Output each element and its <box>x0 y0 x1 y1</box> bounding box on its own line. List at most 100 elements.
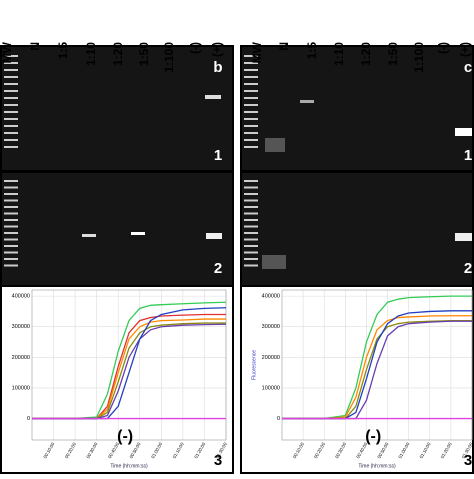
plot-frame <box>281 289 473 441</box>
ladder-band <box>4 146 18 148</box>
lane-label: 1:20 <box>359 42 373 66</box>
ladder-band <box>244 186 258 189</box>
ladder-band <box>244 258 258 260</box>
ladder-band <box>244 62 258 64</box>
ladder-band <box>244 90 258 92</box>
ladder-band <box>244 193 258 195</box>
ladder-band <box>244 238 258 241</box>
ladder-band <box>244 139 258 141</box>
ladder-band <box>4 212 18 215</box>
x-axis-label: Time (hh:mm:ss) <box>358 463 396 469</box>
ladder-band <box>4 111 18 113</box>
ladder-band <box>244 97 258 99</box>
ladder-band <box>244 76 258 78</box>
ladder-band <box>244 118 258 120</box>
band <box>265 138 285 152</box>
ladder-band <box>4 264 18 267</box>
ladder-band <box>4 97 18 99</box>
lane-label: (-) <box>188 42 202 54</box>
panel-number: 2 <box>214 260 222 277</box>
ladder-band <box>244 219 258 221</box>
ladder-band <box>244 69 258 71</box>
ladder-band <box>4 132 18 134</box>
y-tick-label: 300000 <box>262 324 280 330</box>
y-tick-label: 200000 <box>12 355 30 361</box>
lane-label: (-) <box>436 42 450 54</box>
ladder-band <box>244 125 258 127</box>
lane-label: 1:10 <box>84 42 98 66</box>
ladder-band <box>4 245 18 247</box>
ladder-band <box>244 180 258 182</box>
band <box>131 232 145 235</box>
panel-number: 1 <box>464 147 472 164</box>
plot-bg <box>2 287 232 472</box>
ladder-band <box>4 139 18 141</box>
ladder-band <box>4 125 18 127</box>
ladder-band <box>4 90 18 92</box>
plot-frame <box>31 289 227 441</box>
x-axis-label: Time (hh:mm:ss) <box>110 463 148 469</box>
lane-label: N <box>28 42 42 51</box>
y-tick-label: 200000 <box>262 355 280 361</box>
panel-number: 2 <box>464 260 472 277</box>
y-tick-label: 400000 <box>12 294 30 300</box>
ladder-band <box>4 62 18 64</box>
lane-label: 1:10 <box>332 42 346 66</box>
band <box>205 95 221 99</box>
panel-letter: c <box>464 59 472 76</box>
ladder-band <box>4 83 18 85</box>
ladder-band <box>4 186 18 189</box>
plot-bg <box>242 287 472 472</box>
lane-label: (+) <box>458 42 472 57</box>
panel-number: 3 <box>214 452 222 469</box>
gel <box>2 173 232 285</box>
band <box>455 128 472 136</box>
ladder-band <box>244 206 258 208</box>
ladder-band <box>4 180 18 182</box>
panel-number: 1 <box>214 147 222 164</box>
band <box>455 233 472 241</box>
negative-label: (-) <box>117 428 133 445</box>
ladder-band <box>4 118 18 120</box>
panel-number: 3 <box>464 452 472 469</box>
y-tick-label: 100000 <box>262 385 280 391</box>
ladder-band <box>4 251 18 254</box>
ladder-band <box>244 146 258 148</box>
ladder-band <box>4 225 18 228</box>
ladder-band <box>4 219 18 221</box>
ladder-band <box>244 232 258 234</box>
lane-label: (+) <box>210 42 224 57</box>
ladder-band <box>244 245 258 247</box>
ladder-band <box>4 206 18 208</box>
ladder-band <box>244 199 258 202</box>
ladder-band <box>4 69 18 71</box>
lane-label: 1:20 <box>111 42 125 66</box>
lane-label: 1:100 <box>412 42 426 73</box>
ladder-band <box>244 132 258 134</box>
negative-label: (-) <box>365 428 381 445</box>
panel-letter: b <box>213 59 222 76</box>
lane-label: 1:50 <box>137 42 151 66</box>
ladder-band <box>4 55 18 57</box>
ladder-band <box>4 199 18 202</box>
y-tick-label: 0 <box>27 416 30 422</box>
ladder-band <box>244 55 258 57</box>
ladder-band <box>4 76 18 78</box>
band <box>206 233 222 239</box>
y-tick-label: 300000 <box>12 324 30 330</box>
y-axis-label: Fluorescence <box>251 350 257 380</box>
y-tick-label: 400000 <box>262 294 280 300</box>
lane-label: 1:50 <box>386 42 400 66</box>
gel <box>2 47 232 170</box>
ladder-band <box>4 238 18 241</box>
ladder-band <box>4 193 18 195</box>
lane-label: N <box>277 42 291 51</box>
lane-label: 1:5 <box>56 42 70 60</box>
ladder-band <box>244 225 258 228</box>
ladder-band <box>4 258 18 260</box>
ladder-band <box>244 111 258 113</box>
band <box>300 100 314 103</box>
y-tick-label: 0 <box>277 416 280 422</box>
ladder-band <box>244 212 258 215</box>
